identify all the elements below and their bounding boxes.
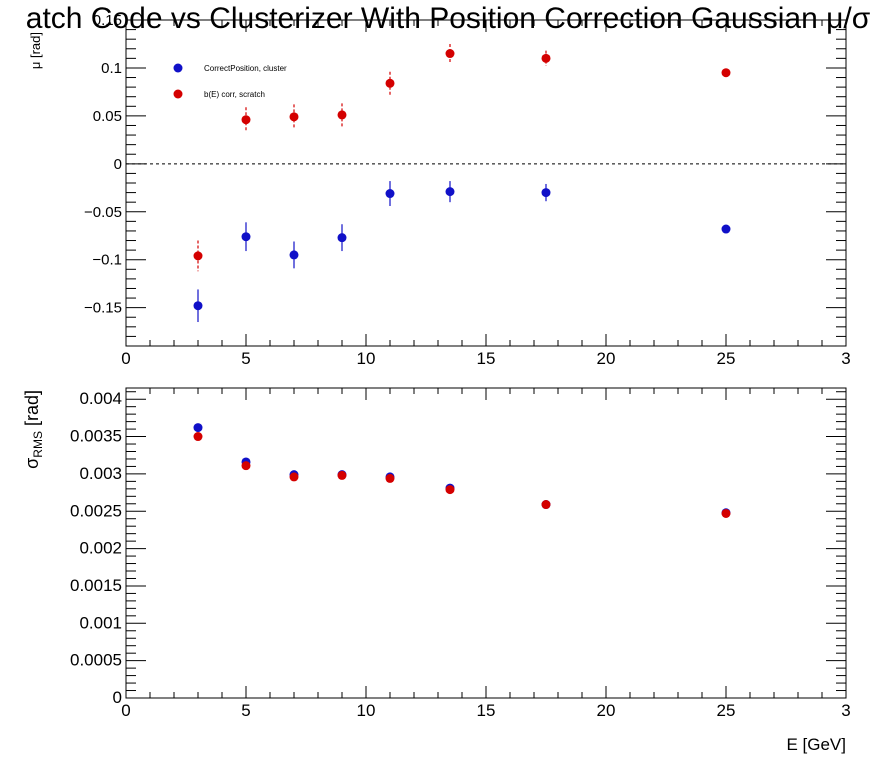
data-point — [193, 432, 203, 442]
y-tick-label: 0.15 — [93, 12, 122, 29]
x-axis-label: E [GeV] — [786, 735, 846, 754]
data-point — [445, 187, 455, 197]
y-tick-label: 0.001 — [79, 613, 122, 632]
y-axis-label: σRMS [rad] — [22, 390, 45, 469]
x-tick-label: 3 — [841, 701, 850, 720]
y-tick-label: 0.004 — [79, 389, 122, 408]
legend-label: b(E) corr, scratch — [204, 90, 265, 99]
data-point — [541, 188, 551, 198]
y-tick-label: −0.05 — [84, 204, 122, 221]
data-point — [721, 508, 731, 518]
x-tick-label: 25 — [717, 701, 736, 720]
y-tick-label: 0 — [114, 156, 122, 173]
y-tick-label: 0.0015 — [70, 576, 122, 595]
chart-title: atch Code vs Clusterizer With Position C… — [26, 2, 871, 35]
x-tick-label: 5 — [241, 701, 250, 720]
x-tick-label: 20 — [597, 701, 616, 720]
y-tick-label: 0.0025 — [70, 501, 122, 520]
data-point — [337, 110, 347, 120]
data-point — [241, 461, 251, 471]
data-point — [193, 301, 203, 311]
data-point — [241, 115, 251, 125]
legend-label: CorrectPosition, cluster — [204, 64, 287, 73]
legend-marker — [173, 63, 183, 73]
x-tick-label: 10 — [357, 349, 376, 368]
x-tick-label: 5 — [241, 349, 250, 368]
x-tick-label: 0 — [121, 701, 130, 720]
y-tick-label: 0.0035 — [70, 427, 122, 446]
x-tick-label: 15 — [477, 701, 496, 720]
data-point — [721, 68, 731, 78]
data-point — [385, 78, 395, 88]
y-tick-label: 0.05 — [93, 108, 122, 125]
data-point — [193, 423, 203, 433]
data-point — [289, 250, 299, 260]
x-tick-label: 25 — [717, 349, 736, 368]
legend-marker — [173, 89, 183, 99]
top-panel: 0 5 10 15 20 25 3 0.15 0.1 0.05 0 −0.05 −0.1 −0.15 μ [… — [28, 12, 851, 368]
x-tick-label: 15 — [477, 349, 496, 368]
data-point — [241, 232, 251, 242]
bottom-panel: 0 5 10 15 20 25 3 0.004 0.0035 0.003 0.0025 0.002 0.… — [22, 387, 851, 754]
plot-frame — [125, 387, 847, 699]
x-tick-label: 0 — [121, 349, 130, 368]
y-axis-label: μ [rad] — [28, 32, 43, 69]
y-tick-label: 0.0005 — [70, 651, 122, 670]
data-point — [337, 470, 347, 480]
x-tick-label: 10 — [357, 701, 376, 720]
x-tick-label: 20 — [597, 349, 616, 368]
y-tick-label: 0.003 — [79, 464, 122, 483]
y-tick-label: 0.002 — [79, 539, 122, 558]
data-point — [385, 189, 395, 199]
data-point — [445, 485, 455, 495]
y-tick-label: 0 — [113, 688, 122, 707]
data-point — [289, 472, 299, 482]
data-point — [289, 112, 299, 122]
y-tick-label: −0.1 — [92, 252, 122, 269]
y-tick-label: −0.15 — [84, 300, 122, 317]
data-point — [541, 53, 551, 63]
data-point — [193, 251, 203, 261]
x-tick-label: 3 — [841, 349, 850, 368]
data-point — [445, 49, 455, 59]
data-point — [337, 233, 347, 243]
data-point — [541, 500, 551, 510]
data-point — [721, 224, 731, 234]
y-tick-label: 0.1 — [101, 60, 122, 77]
data-point — [385, 473, 395, 483]
